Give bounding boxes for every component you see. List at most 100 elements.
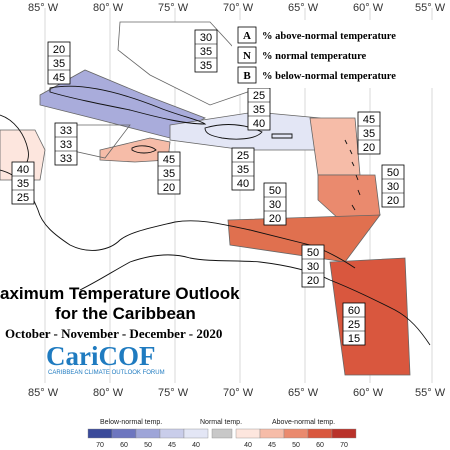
lon-label: 80° W: [93, 387, 124, 399]
above-value: 33: [60, 125, 72, 137]
coast-hispaniola: [204, 124, 263, 140]
legend-text: % below-normal temperature: [262, 71, 396, 82]
lon-label: 55° W: [415, 387, 446, 399]
normal-value: 33: [60, 139, 72, 151]
legend: A % above-normal temperature N % normal …: [232, 20, 442, 88]
forecast-box: 20 35 45: [47, 41, 71, 85]
colorbar-tick: 45: [268, 442, 276, 449]
swatch-below-70: [87, 428, 113, 439]
normal-value: 30: [269, 199, 281, 211]
above-value: 25: [237, 150, 249, 162]
swatch-above-40: [235, 428, 261, 439]
legend-key: B: [243, 70, 251, 82]
region-guianas: [329, 257, 411, 376]
coast-central-america: [0, 169, 356, 269]
lon-label: 80° W: [93, 2, 124, 14]
forecast-box: 50 30 20: [301, 244, 325, 288]
coast-cuba: [49, 85, 207, 125]
region-leeward: [309, 117, 361, 176]
legend-text: % normal temperature: [262, 51, 367, 62]
below-value: 20: [363, 142, 375, 154]
above-value: 60: [348, 305, 360, 317]
swatch-above-45: [259, 428, 285, 439]
swatch-below-50: [135, 428, 161, 439]
coast-puerto-rico: [271, 133, 293, 139]
below-value: 45: [53, 72, 65, 84]
caricof-logo: CariCOF CARIBBEAN CLIMATE OUTLOOK FORUM: [46, 341, 165, 376]
forecast-box: 30 35 35: [194, 29, 218, 73]
forecast-box: 45 35 20: [157, 151, 181, 195]
forecast-box: 40 35 25: [11, 161, 35, 205]
above-value: 45: [363, 114, 375, 126]
period-label: October - November - December - 2020: [5, 326, 222, 341]
below-value: 15: [348, 333, 360, 345]
lon-label: 55° W: [415, 2, 446, 14]
forecast-box: 45 35 20: [357, 111, 381, 155]
normal-value: 35: [17, 178, 29, 190]
above-value: 50: [269, 185, 281, 197]
longitude-labels-bottom: 85° W 80° W 75° W 70° W 65° W 60° W 55° …: [28, 387, 446, 399]
colorbar-tick: 40: [192, 442, 200, 449]
below-value: 25: [17, 192, 29, 204]
legend-text: % above-normal temperature: [262, 31, 396, 42]
normal-value: 25: [348, 319, 360, 331]
swatch-below-45: [159, 428, 185, 439]
swatch-below-60: [111, 428, 137, 439]
colorbar-tick: 50: [144, 442, 152, 449]
legend-row: N % normal temperature: [237, 46, 367, 64]
above-value: 50: [307, 247, 319, 259]
normal-value: 35: [253, 104, 265, 116]
swatch-below-40: [183, 428, 209, 439]
forecast-box: 50 30 20: [263, 182, 287, 226]
region-bahamas: [117, 21, 269, 106]
normal-value: 35: [363, 128, 375, 140]
normal-value: 30: [307, 261, 319, 273]
logo-name: CariCOF: [46, 341, 155, 371]
forecast-box: 60 25 15: [342, 302, 366, 346]
normal-value: 35: [53, 58, 65, 70]
swatch-above-70: [331, 428, 357, 439]
colorbar-tick: 60: [120, 442, 128, 449]
lon-label: 65° W: [288, 2, 319, 14]
lon-label: 75° W: [158, 2, 189, 14]
coast-south-america: [79, 254, 431, 346]
lon-label: 60° W: [353, 2, 384, 14]
below-value: 35: [200, 60, 212, 72]
colorbar-tick: 45: [168, 442, 176, 449]
normal-value: 35: [200, 46, 212, 58]
lon-label: 85° W: [28, 2, 59, 14]
above-value: 40: [17, 164, 29, 176]
coast-leeward-islands: [344, 139, 361, 211]
logo-tagline: CARIBBEAN CLIMATE OUTLOOK FORUM: [48, 370, 165, 376]
normal-value: 35: [163, 168, 175, 180]
colorbar-tick: 70: [340, 442, 348, 449]
swatch-above-50: [283, 428, 309, 439]
colorbar-above-label: Above-normal temp.: [272, 419, 335, 426]
page-title: aximum Temperature Outlook: [0, 284, 240, 303]
forecast-box: 33 33 33: [54, 122, 78, 166]
legend-row: B % below-normal temperature: [237, 66, 396, 84]
below-value: 20: [307, 275, 319, 287]
normal-value: 30: [387, 181, 399, 193]
longitude-labels-top: 85° W 80° W 75° W 70° W 65° W 60° W 55° …: [28, 2, 446, 14]
lon-label: 70° W: [223, 2, 254, 14]
normal-value: 35: [237, 164, 249, 176]
lon-label: 85° W: [28, 387, 59, 399]
below-value: 33: [60, 153, 72, 165]
colorbar: Below-normal temp. Normal temp. Above-no…: [87, 419, 357, 449]
forecast-box: 25 35 40: [247, 87, 271, 131]
lon-label: 65° W: [288, 387, 319, 399]
colorbar-tick: 50: [292, 442, 300, 449]
region-windward: [317, 174, 381, 221]
below-value: 20: [163, 182, 175, 194]
legend-key: N: [243, 50, 251, 62]
swatch-above-60: [307, 428, 333, 439]
colorbar-tick: 60: [316, 442, 324, 449]
coast-jamaica: [131, 145, 157, 154]
above-value: 45: [163, 154, 175, 166]
below-value: 20: [387, 195, 399, 207]
colorbar-below-label: Below-normal temp.: [100, 419, 162, 426]
legend-row: A % above-normal temperature: [237, 26, 396, 44]
legend-key: A: [243, 30, 251, 42]
